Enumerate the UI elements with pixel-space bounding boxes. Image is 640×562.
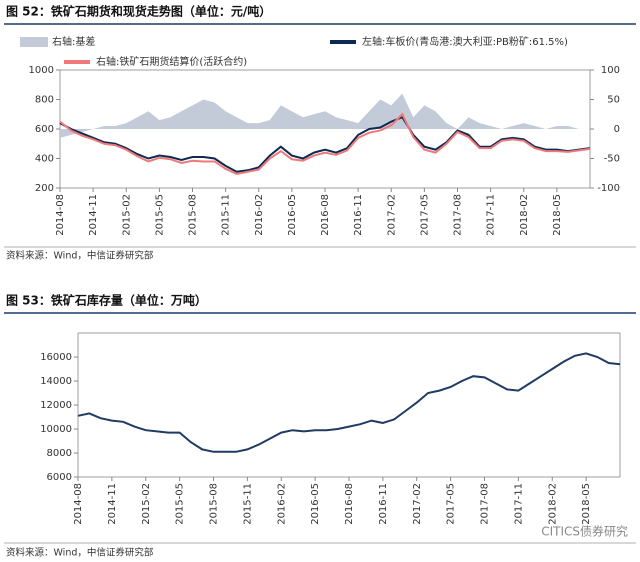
y-tick-label: 8000 — [47, 448, 72, 459]
x-tick-label: 2015-11 — [242, 483, 253, 525]
x-tick-label: 2016-11 — [378, 483, 389, 525]
legend-swatch — [20, 37, 48, 47]
x-tick-label: 2015-11 — [221, 194, 232, 236]
x-tick-label: 2014-11 — [107, 483, 118, 525]
x-tick-label: 2017-05 — [446, 483, 457, 525]
x-tick-label: 2015-02 — [141, 483, 152, 525]
x-tick-label: 2017-08 — [480, 483, 491, 525]
y-tick-label: 400 — [35, 154, 54, 165]
x-tick-label: 2017-11 — [513, 483, 524, 525]
y2-tick-label: -100 — [597, 183, 620, 194]
line — [59, 115, 591, 173]
y2-tick-label: 0 — [614, 124, 620, 135]
watermark: CITICS债券研究 — [541, 524, 628, 539]
x-tick-label: 2016-08 — [344, 483, 355, 525]
x-tick-label: 2016-08 — [320, 194, 331, 236]
x-tick-label: 2016-11 — [353, 194, 364, 236]
legend-label: 左轴:车板价(青岛港:澳大利亚:PB粉矿:61.5%) — [362, 35, 568, 48]
x-tick-label: 2016-05 — [310, 483, 321, 525]
x-tick-label: 2017-02 — [386, 194, 397, 236]
y2-tick-label: 100 — [601, 65, 620, 76]
x-tick-label: 2014-11 — [88, 194, 99, 236]
plot-frame — [77, 332, 621, 478]
x-tick-label: 2016-02 — [276, 483, 287, 525]
x-tick-label: 2016-02 — [254, 194, 265, 236]
x-tick-label: 2015-02 — [121, 194, 132, 236]
x-tick-label: 2015-05 — [154, 194, 165, 236]
x-tick-label: 2018-05 — [581, 483, 592, 525]
chart-title: 图 53：铁矿石库存量（单位：万吨） — [6, 293, 207, 308]
x-tick-label: 2015-05 — [175, 483, 186, 525]
x-tick-label: 2015-08 — [209, 483, 220, 525]
x-tick-label: 2014-08 — [55, 194, 66, 236]
y-tick-label: 1000 — [29, 65, 54, 76]
x-tick-label: 2018-05 — [552, 194, 563, 236]
y-tick-label: 600 — [35, 124, 54, 135]
x-tick-label: 2014-08 — [73, 483, 84, 525]
y-tick-label: 14000 — [40, 376, 72, 387]
y-tick-label: 16000 — [40, 352, 72, 363]
y-tick-label: 6000 — [47, 472, 72, 483]
line — [59, 112, 591, 176]
y-tick-label: 12000 — [40, 400, 72, 411]
x-tick-label: 2017-02 — [412, 483, 423, 525]
legend-label: 右轴:铁矿石期货结算价(活跃合约) — [96, 55, 247, 68]
source: 资料来源：Wind，中信证券研究部 — [6, 547, 153, 559]
y2-tick-label: 50 — [607, 95, 620, 106]
x-tick-label: 2018-02 — [519, 194, 530, 236]
chart-title: 图 52：铁矿石期货和现货走势图（单位：元/吨） — [6, 4, 271, 19]
x-tick-label: 2015-08 — [188, 194, 199, 236]
x-tick-label: 2018-02 — [547, 483, 558, 525]
area — [60, 93, 590, 138]
legend-label: 右轴:基差 — [52, 35, 95, 48]
y2-tick-label: -50 — [604, 154, 620, 165]
y-tick-label: 800 — [35, 95, 54, 106]
x-tick-label: 2016-05 — [287, 194, 298, 236]
x-tick-label: 2017-08 — [453, 194, 464, 236]
y-tick-label: 200 — [35, 183, 54, 194]
x-tick-label: 2017-11 — [486, 194, 497, 236]
x-tick-label: 2017-05 — [419, 194, 430, 236]
y-tick-label: 10000 — [40, 424, 72, 435]
line — [77, 352, 621, 453]
source: 资料来源：Wind，中信证券研究部 — [6, 250, 153, 262]
